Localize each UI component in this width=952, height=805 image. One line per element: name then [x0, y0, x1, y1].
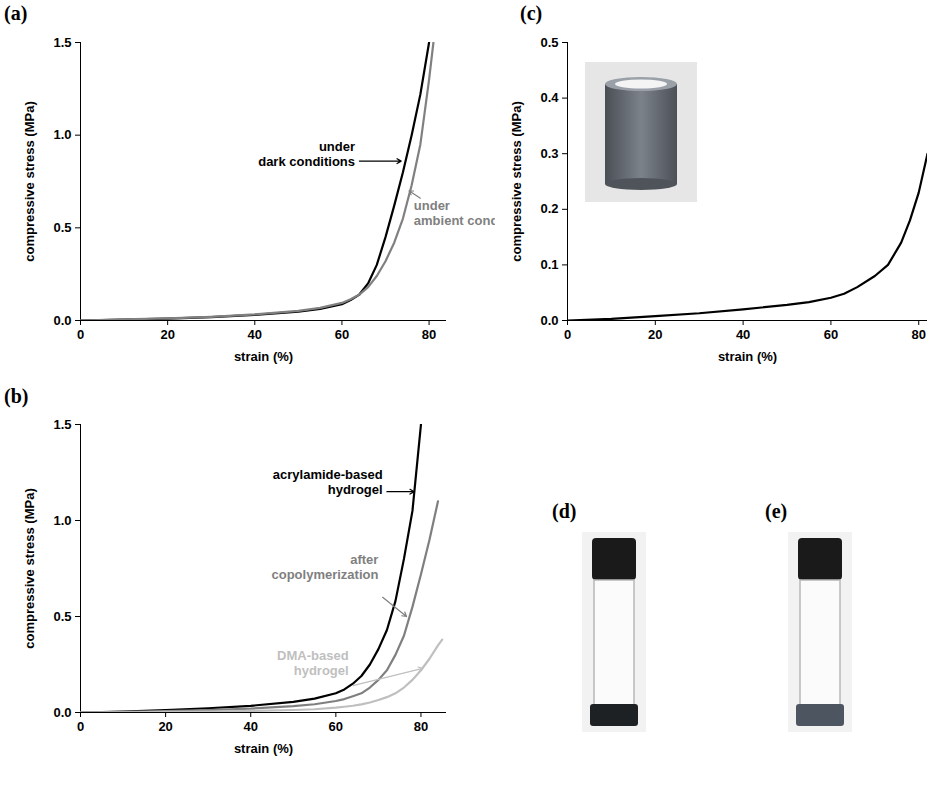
svg-text:0.0: 0.0: [540, 313, 558, 328]
html-text:(d): (d): [552, 500, 577, 522]
svg-text:60: 60: [329, 719, 343, 734]
svg-text:1.0: 1.0: [53, 127, 71, 142]
svg-text:0: 0: [77, 719, 84, 734]
svg-text:40: 40: [736, 327, 750, 342]
svg-text:strain (%): strain (%): [234, 741, 293, 756]
html-text:(b): (b): [4, 385, 29, 407]
svg-text:0.5: 0.5: [53, 609, 71, 624]
svg-text:1.5: 1.5: [53, 35, 71, 50]
svg-text:20: 20: [648, 327, 662, 342]
svg-text:compressive stress (MPa): compressive stress (MPa): [22, 101, 37, 261]
svg-text:40: 40: [248, 327, 262, 342]
svg-text:aftercopolymerization: aftercopolymerization: [271, 552, 378, 582]
svg-text:0.0: 0.0: [53, 705, 71, 720]
html-text:under: under: [413, 198, 450, 214]
svg-text:80: 80: [422, 327, 436, 342]
svg-text:0.5: 0.5: [540, 35, 558, 50]
svg-text:0.4: 0.4: [540, 90, 559, 105]
svg-text:0: 0: [564, 327, 571, 342]
svg-text:60: 60: [335, 327, 349, 342]
svg-text:60: 60: [824, 327, 838, 342]
svg-text:1.0: 1.0: [53, 513, 71, 528]
svg-text:strain (%): strain (%): [718, 349, 777, 364]
html-text:ambient conditions: ambient conditions: [413, 213, 533, 229]
svg-text:0.1: 0.1: [540, 257, 558, 272]
svg-text:0.3: 0.3: [540, 146, 558, 161]
svg-text:20: 20: [160, 327, 174, 342]
svg-text:DMA-basedhydrogel: DMA-basedhydrogel: [277, 648, 349, 678]
html-text:(a): (a): [4, 2, 28, 24]
svg-text:40: 40: [243, 719, 257, 734]
svg-text:80: 80: [911, 327, 925, 342]
html-text:(e): (e): [765, 500, 788, 522]
svg-text:acrylamide-basedhydrogel: acrylamide-basedhydrogel: [273, 467, 383, 497]
svg-text:20: 20: [158, 719, 172, 734]
svg-text:0: 0: [77, 327, 84, 342]
svg-text:0.2: 0.2: [540, 201, 558, 216]
svg-text:compressive stress (MPa): compressive stress (MPa): [22, 488, 37, 648]
svg-text:strain (%): strain (%): [234, 349, 293, 364]
html-text:(c): (c): [520, 2, 543, 24]
svg-text:0.5: 0.5: [53, 220, 71, 235]
svg-text:compressive stress (MPa): compressive stress (MPa): [509, 101, 524, 261]
svg-text:underdark conditions: underdark conditions: [258, 139, 355, 169]
svg-text:80: 80: [414, 719, 428, 734]
svg-text:0.0: 0.0: [53, 313, 71, 328]
svg-text:1.5: 1.5: [53, 417, 71, 432]
